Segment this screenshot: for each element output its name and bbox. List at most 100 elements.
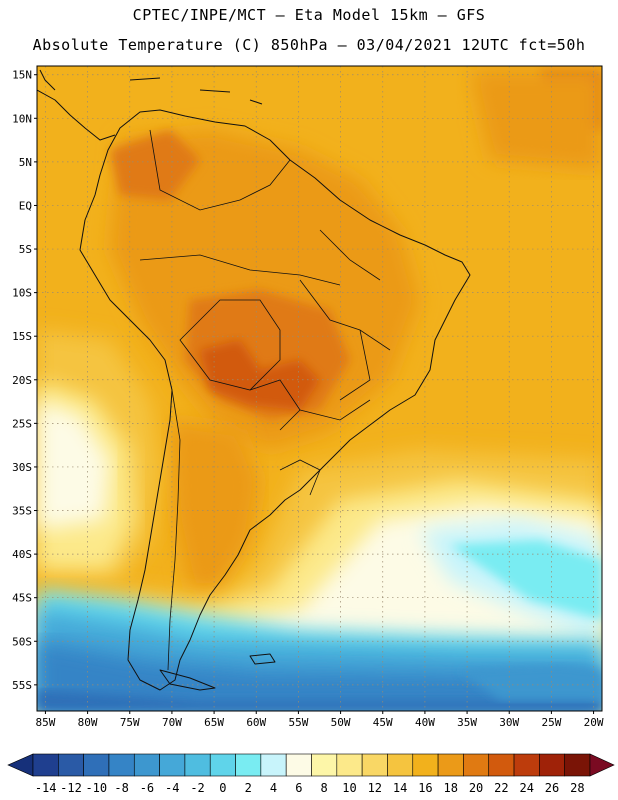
latitude-labels: 15N 10N 5N EQ 5S 10S 15S 20S 25S 30S 35S 40S 45S 50S 5… — [12, 69, 37, 692]
longitude-label: 45W — [373, 716, 393, 729]
latitude-label: 50S — [12, 635, 32, 648]
longitude-label: 40W — [415, 716, 435, 729]
colorbar-cell — [159, 753, 186, 777]
longitude-label: 20W — [584, 716, 604, 729]
longitude-labels: 85W 80W 75W 70W 65W 60W 55W 50W 45W 40W 35W 30W 25W 2… — [35, 711, 604, 729]
longitude-label: 70W — [162, 716, 182, 729]
colorbar-cell — [184, 753, 211, 777]
colorbar-cell — [412, 753, 439, 777]
border-paraguay — [249, 379, 301, 431]
colorbar-label: -6 — [140, 781, 154, 795]
border-bolivia — [179, 299, 281, 391]
colorbar-label: -2 — [190, 781, 204, 795]
longitude-label: 60W — [246, 716, 266, 729]
coastline-caribbean — [129, 77, 263, 105]
field-pacific-pale — [37, 400, 110, 530]
colorbar-label: 22 — [494, 781, 508, 795]
colorbar-label: -14 — [35, 781, 57, 795]
longitude-label: 25W — [541, 716, 561, 729]
colorbar-label: -10 — [85, 781, 107, 795]
latitude-label: 20S — [12, 374, 32, 387]
colorbar-label: 28 — [570, 781, 584, 795]
map-frame — [36, 65, 603, 712]
colorbar-label: -4 — [165, 781, 179, 795]
colorbar-cells — [7, 753, 615, 777]
latitude-label: 10N — [12, 112, 32, 125]
colorbar-cell — [513, 753, 540, 777]
field-south-patch — [460, 665, 602, 700]
latitude-label: 25S — [12, 417, 32, 430]
longitude-label: 50W — [331, 716, 351, 729]
colorbar-labels: -14 -12 -10 -8 -6 -4 -2 0 2 4 6 8 10 12 14 16 18 20 22 24 26… — [35, 781, 585, 795]
field-south-deep — [37, 640, 602, 711]
colorbar: -14 -12 -10 -8 -6 -4 -2 0 2 4 6 8 10 12 14 16 18 20 22 24 26… — [7, 753, 615, 795]
border-amazon — [139, 254, 341, 286]
colorbar-label: -12 — [60, 781, 82, 795]
longitude-label: 80W — [78, 716, 98, 729]
longitude-label: 35W — [457, 716, 477, 729]
latitude-label: 15S — [12, 330, 32, 343]
colorbar-cell — [437, 753, 464, 777]
longitude-label: 85W — [35, 716, 55, 729]
coastline-tierra-del-fuego — [159, 669, 216, 691]
colorbar-cell — [108, 753, 135, 777]
longitude-label: 75W — [120, 716, 140, 729]
colorbar-under-arrow — [7, 753, 34, 777]
latitude-label: 5S — [19, 243, 32, 256]
coastlines — [37, 69, 471, 691]
title-line-2: Absolute Temperature (C) 850hPa – 03/04/… — [32, 36, 586, 54]
colorbar-label: 10 — [342, 781, 356, 795]
field-central-core — [200, 340, 320, 410]
colorbar-label: 4 — [270, 781, 277, 795]
latitude-label: 5N — [19, 156, 32, 169]
longitude-label: 55W — [288, 716, 308, 729]
latitude-label: 30S — [12, 461, 32, 474]
field-north-hot — [110, 130, 200, 200]
temperature-field — [37, 66, 602, 711]
latitude-label: 15N — [12, 69, 32, 82]
colorbar-cell — [32, 753, 59, 777]
colorbar-label: 16 — [418, 781, 432, 795]
colorbar-cell — [83, 753, 110, 777]
colorbar-cell — [209, 753, 236, 777]
border-brazil-states — [299, 229, 391, 421]
colorbar-label: 12 — [368, 781, 382, 795]
colorbar-cell — [564, 753, 591, 777]
colorbar-cell — [361, 753, 388, 777]
colorbar-over-arrow — [589, 753, 615, 777]
colorbar-cell — [387, 753, 414, 777]
graticule — [37, 66, 602, 711]
colorbar-cell — [311, 753, 338, 777]
latitude-label: 45S — [12, 592, 32, 605]
latitude-label: 40S — [12, 548, 32, 561]
colorbar-label: 2 — [245, 781, 252, 795]
title-line-1: CPTEC/INPE/MCT – Eta Model 15km – GFS — [132, 6, 486, 24]
coastline-central-america — [37, 69, 116, 141]
latitude-label: EQ — [19, 199, 32, 212]
field-satl-cyan — [450, 540, 602, 620]
colorbar-cell — [58, 753, 84, 777]
colorbar-cell — [488, 753, 515, 777]
latitude-label: 35S — [12, 505, 32, 518]
coastline-south-america — [79, 109, 471, 691]
longitude-label: 65W — [204, 716, 224, 729]
colorbar-cell — [133, 753, 160, 777]
colorbar-cell — [463, 753, 490, 777]
colorbar-label: 6 — [295, 781, 302, 795]
colorbar-cell — [235, 753, 262, 777]
colorbar-label: 20 — [469, 781, 483, 795]
latitude-label: 10S — [12, 287, 32, 300]
field-argentina-warm — [170, 420, 260, 590]
colorbar-label: 18 — [444, 781, 458, 795]
border-north — [149, 129, 291, 211]
colorbar-cell — [336, 753, 363, 777]
colorbar-label: -8 — [114, 781, 128, 795]
colorbar-label: 0 — [219, 781, 226, 795]
colorbar-cell — [539, 753, 565, 777]
country-borders — [139, 129, 391, 671]
border-uruguay — [279, 459, 321, 496]
field-northeast-warm — [470, 70, 602, 170]
field-south-deepest — [37, 690, 602, 711]
colorbar-label: 26 — [545, 781, 559, 795]
